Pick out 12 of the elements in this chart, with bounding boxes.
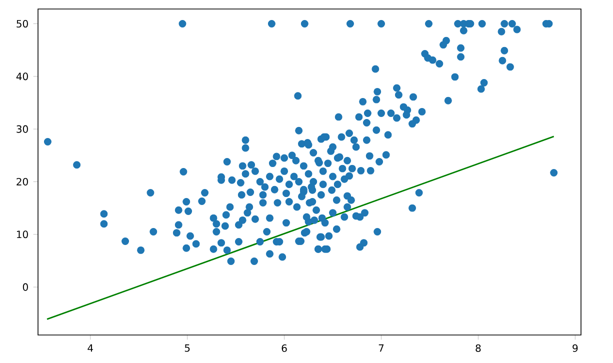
x-tick-label: 9 <box>572 344 578 352</box>
y-tick-label: 10 <box>17 230 28 238</box>
x-tick-label: 7 <box>378 344 384 352</box>
y-tick-label: 20 <box>16 178 28 186</box>
x-tick-label: 6 <box>282 344 287 352</box>
y-tick-label: 50 <box>16 20 28 28</box>
y-tick-label: 0 <box>22 283 28 291</box>
x-tick-label: 4 <box>88 344 93 352</box>
x-tick-label: 8 <box>476 344 481 352</box>
y-tick-label: 40 <box>16 72 28 80</box>
y-tick-label: 30 <box>16 125 28 133</box>
x-tick-label: 5 <box>184 344 190 352</box>
